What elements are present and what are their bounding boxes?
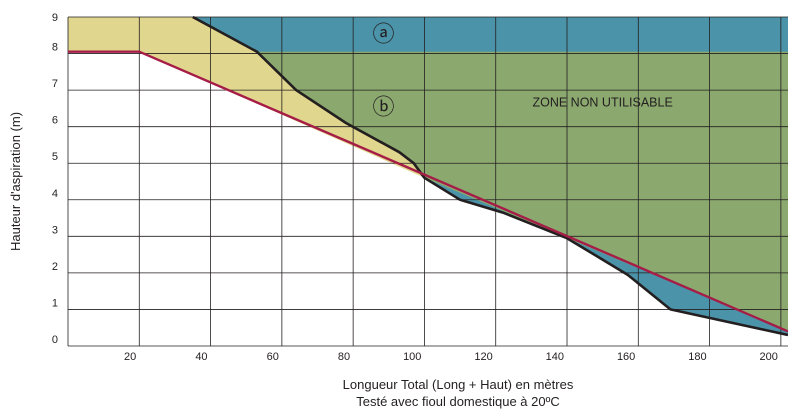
x-tick-label: 20 <box>124 351 136 363</box>
x-tick-label: 100 <box>403 351 421 363</box>
x-tick-label: 140 <box>546 351 564 363</box>
y-tick-label: 4 <box>52 188 58 200</box>
x-tick-label: 60 <box>267 351 279 363</box>
y-tick-label: 8 <box>52 42 58 54</box>
x-tick-label: 180 <box>688 351 706 363</box>
x-tick-label: 200 <box>760 351 778 363</box>
lower-limit-line <box>68 50 788 333</box>
x-tick-label: 40 <box>195 351 207 363</box>
y-tick-label: 7 <box>52 78 58 90</box>
y-tick-label: 3 <box>52 224 58 236</box>
x-axis-subtitle: Testé avec fioul domestique à 20ºC <box>356 394 559 409</box>
zone-label: ZONE NON UTILISABLE <box>532 96 672 110</box>
x-axis-title: Longueur Total (Long + Haut) en mètres <box>343 377 574 392</box>
y-tick-label: 1 <box>52 297 58 309</box>
y-tick-label: 5 <box>52 151 58 163</box>
y-tick-label: 6 <box>52 115 58 127</box>
zone-a-overlay <box>192 17 788 52</box>
y-tick-label: 9 <box>52 12 58 24</box>
x-tick-label: 120 <box>474 351 492 363</box>
x-tick-label: 80 <box>338 351 350 363</box>
zone-b-fill <box>192 17 788 335</box>
annotation-a: ⓐ <box>372 21 394 46</box>
annotation-b: ⓑ <box>372 95 394 120</box>
y-axis-title: Hauteur d'aspiration (m) <box>8 112 23 251</box>
upper-limit-curve <box>192 15 788 337</box>
x-tick-label: 160 <box>617 351 635 363</box>
y-tick-label: 2 <box>52 261 58 273</box>
y-tick-label: 0 <box>52 334 58 346</box>
